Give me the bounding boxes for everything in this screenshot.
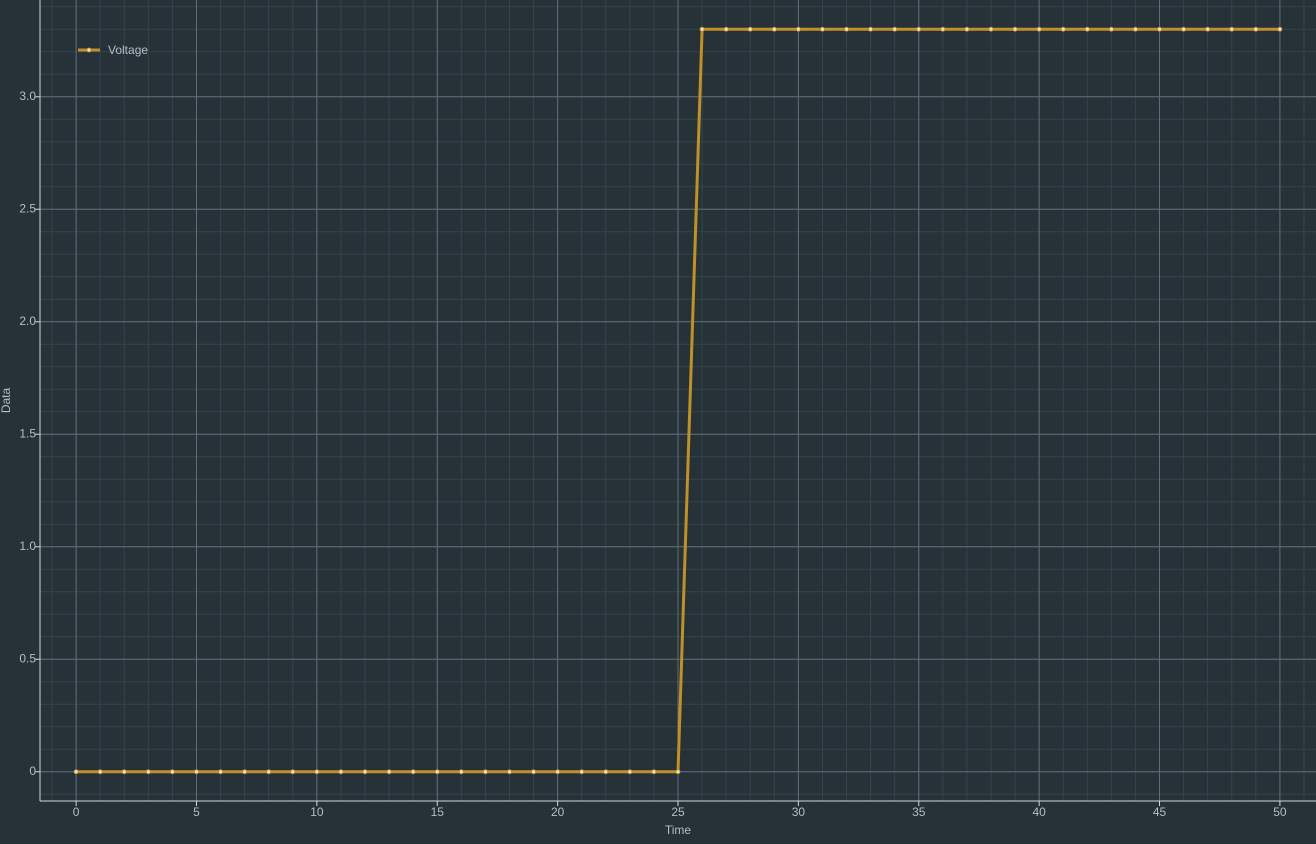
data-point-marker	[1229, 26, 1235, 32]
data-point-marker	[97, 769, 103, 775]
y-tick-label: 2.0	[19, 314, 36, 328]
data-point-marker	[1060, 26, 1066, 32]
y-tick-label: 1.0	[19, 539, 36, 553]
series-layer	[73, 26, 1283, 775]
y-tick-label: 1.5	[19, 426, 36, 440]
data-point-marker	[651, 769, 657, 775]
data-point-marker	[1133, 26, 1138, 32]
data-point-marker	[531, 769, 536, 775]
data-point-marker	[603, 769, 609, 775]
data-point-marker	[988, 26, 994, 32]
data-point-marker	[1181, 26, 1186, 32]
data-point-marker	[145, 769, 151, 775]
data-point-marker	[73, 769, 79, 775]
data-point-marker	[1012, 26, 1018, 32]
data-point-marker	[266, 769, 272, 775]
data-point-marker	[458, 769, 464, 775]
x-tick-label: 10	[310, 805, 324, 819]
y-axis-ticks: 0 0.5 1.0 1.5 2.0 2.5 3.0	[19, 89, 40, 778]
x-tick-label: 20	[551, 805, 565, 819]
data-point-marker	[170, 769, 175, 775]
x-tick-label: 0	[73, 805, 80, 819]
y-tick-label: 0	[29, 764, 36, 778]
x-axis-ticks: 0 5 10 15 20 25 30 35 40 45 50	[73, 801, 1287, 819]
data-point-marker	[507, 769, 512, 775]
data-point-marker	[747, 26, 753, 32]
data-point-marker	[916, 26, 922, 32]
data-point-marker	[242, 769, 248, 775]
x-tick-label: 15	[431, 805, 445, 819]
data-point-marker	[771, 26, 777, 32]
data-point-marker	[434, 769, 440, 775]
data-point-marker	[579, 769, 585, 775]
data-point-marker	[1277, 26, 1283, 32]
data-point-marker	[338, 769, 344, 775]
x-tick-label: 5	[193, 805, 200, 819]
x-tick-label: 40	[1032, 805, 1046, 819]
data-point-marker	[723, 26, 729, 32]
data-point-marker	[699, 26, 705, 32]
data-point-marker	[820, 26, 825, 32]
data-point-marker	[1205, 26, 1211, 32]
legend-marker-swatch	[86, 47, 92, 53]
data-point-marker	[627, 769, 633, 775]
data-point-marker	[314, 769, 320, 775]
data-point-marker	[844, 26, 849, 32]
x-tick-label: 30	[792, 805, 806, 819]
data-point-marker	[121, 769, 127, 775]
y-axis-title: Data	[0, 388, 13, 414]
x-tick-label: 25	[671, 805, 685, 819]
data-point-marker	[868, 26, 874, 32]
legend-label-voltage: Voltage	[108, 43, 148, 57]
data-point-marker	[1084, 26, 1090, 32]
legend[interactable]: Voltage	[78, 43, 148, 57]
data-point-marker	[1157, 26, 1162, 32]
data-point-marker	[290, 769, 296, 775]
data-point-marker	[362, 769, 368, 775]
data-point-marker	[386, 769, 392, 775]
data-point-marker	[1036, 26, 1042, 32]
data-point-marker	[555, 769, 561, 775]
x-axis-title: Time	[665, 823, 692, 837]
data-point-marker	[194, 769, 199, 775]
y-tick-label: 3.0	[19, 89, 36, 103]
data-point-marker	[482, 769, 488, 775]
data-point-marker	[675, 769, 681, 775]
data-point-marker	[218, 769, 223, 775]
data-point-marker	[795, 26, 801, 32]
data-point-marker	[410, 769, 416, 775]
data-point-marker	[964, 26, 970, 32]
x-tick-label: 45	[1153, 805, 1167, 819]
data-point-marker	[1253, 26, 1259, 32]
x-tick-label: 50	[1273, 805, 1287, 819]
data-point-marker	[892, 26, 898, 32]
data-point-marker	[940, 26, 946, 32]
y-tick-label: 0.5	[19, 651, 36, 665]
data-point-marker	[1108, 26, 1114, 32]
x-tick-label: 35	[912, 805, 926, 819]
major-grid	[40, 0, 1316, 801]
y-tick-label: 2.5	[19, 201, 36, 215]
